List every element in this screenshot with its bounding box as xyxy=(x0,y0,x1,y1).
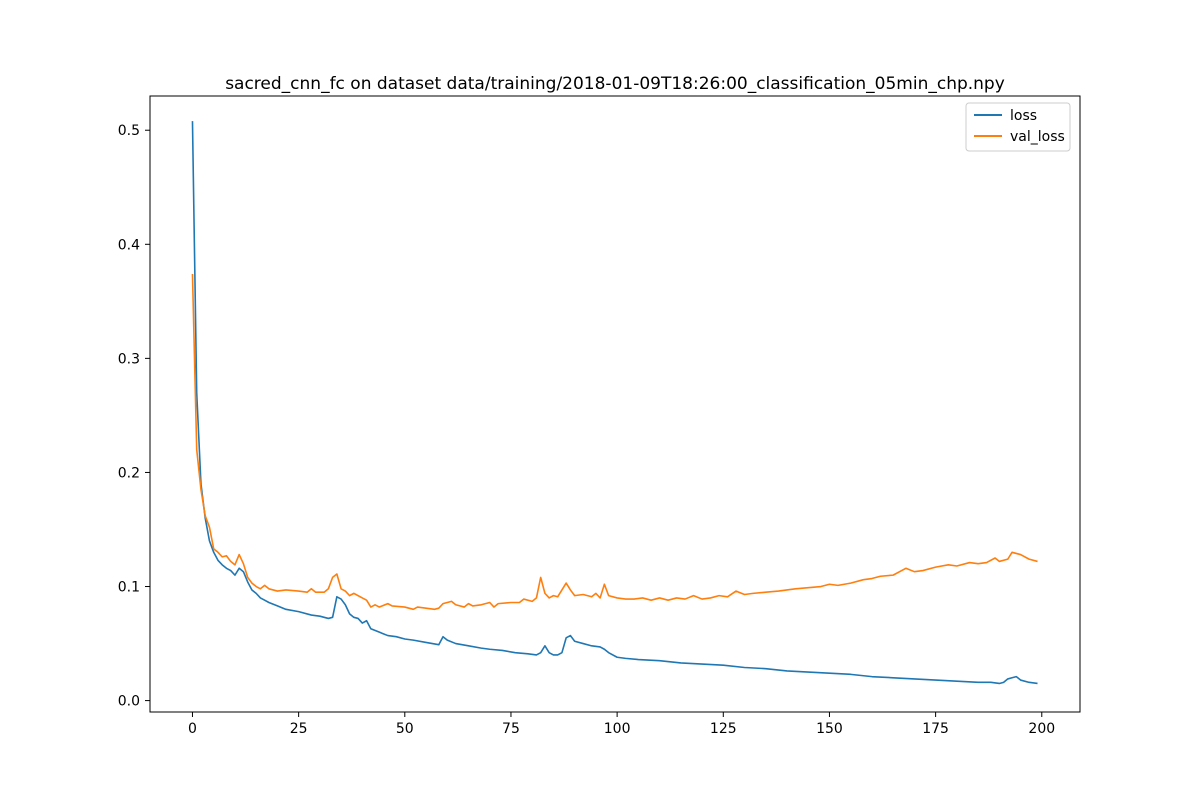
x-tick-label: 50 xyxy=(396,721,414,737)
x-tick-label: 175 xyxy=(922,721,949,737)
legend-label-loss: loss xyxy=(1010,108,1037,124)
y-tick-label: 0.3 xyxy=(118,351,140,367)
series-line-loss xyxy=(191,121,1038,685)
chart-title: sacred_cnn_fc on dataset data/training/2… xyxy=(225,74,1005,94)
y-axis: 0.0 0.1 0.2 0.3 0.4 0.5 xyxy=(118,123,150,710)
series-line-val-loss xyxy=(191,273,1038,611)
x-tick-label: 150 xyxy=(816,721,843,737)
y-tick-label: 0.0 xyxy=(118,694,140,710)
plot-frame xyxy=(149,95,1081,713)
y-tick-label: 0.2 xyxy=(118,465,140,481)
y-tick-label: 0.5 xyxy=(118,123,140,139)
x-tick-label: 200 xyxy=(1028,721,1055,737)
x-tick-label: 25 xyxy=(290,721,308,737)
x-tick-label: 100 xyxy=(604,721,631,737)
y-tick-label: 0.1 xyxy=(118,580,140,596)
x-tick-label: 75 xyxy=(502,721,520,737)
legend: loss val_loss xyxy=(965,102,1071,152)
series-layer xyxy=(191,121,1038,685)
legend-label-val-loss: val_loss xyxy=(1010,129,1065,145)
y-tick-label: 0.4 xyxy=(118,237,140,253)
x-tick-label: 0 xyxy=(188,721,197,737)
x-axis: 0 25 50 75 100 125 150 175 200 xyxy=(188,712,1055,737)
x-tick-label: 125 xyxy=(710,721,737,737)
